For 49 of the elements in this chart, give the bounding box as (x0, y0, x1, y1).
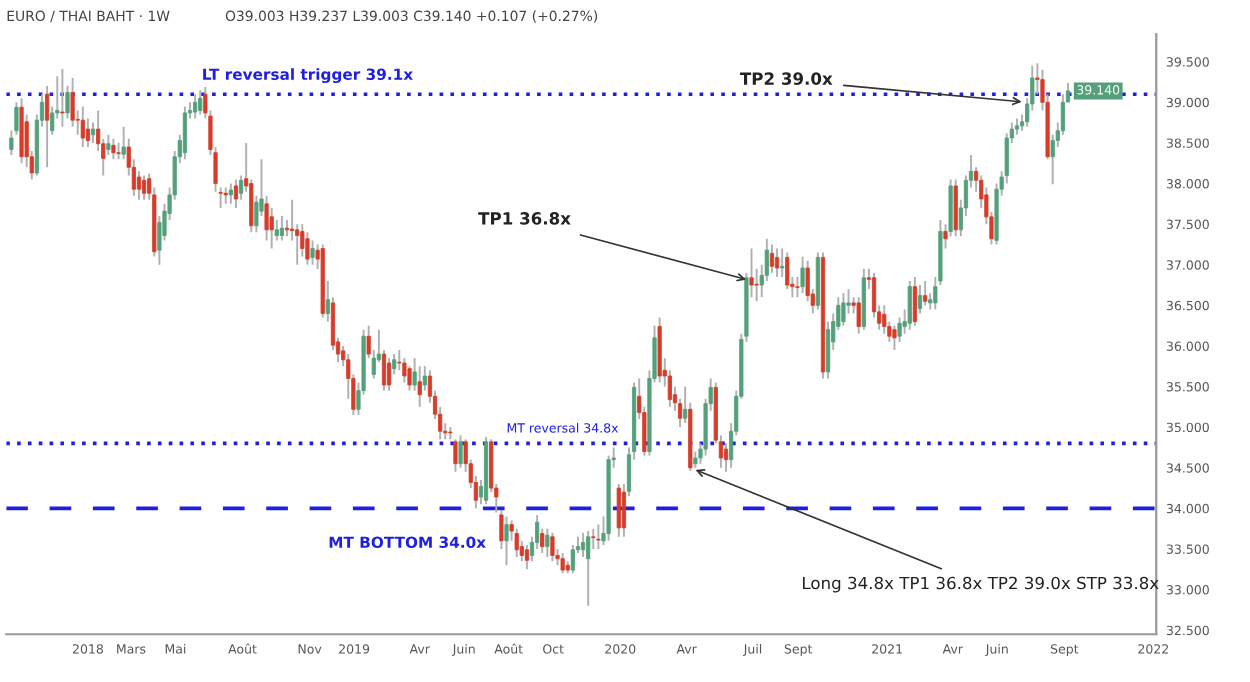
candlestick (407, 365, 412, 392)
candlestick (892, 324, 897, 351)
candlestick (596, 523, 601, 550)
candlestick (193, 93, 198, 120)
candlestick (300, 223, 305, 258)
candlestick (846, 288, 851, 315)
candlestick (769, 243, 775, 274)
annotation: TP1 36.8x (478, 212, 571, 225)
candlestick (897, 316, 902, 343)
candlestick (228, 182, 233, 205)
annotation: TP2 39.0x (739, 72, 833, 85)
candlestick (953, 178, 958, 238)
candlestick (907, 280, 912, 331)
candlestick (111, 137, 116, 161)
candlestick (586, 530, 591, 607)
candlestick (305, 231, 310, 266)
candlestick (545, 527, 550, 559)
candlestick (550, 531, 555, 563)
candlestick (453, 438, 458, 473)
candlestick (417, 365, 422, 408)
candlestick (233, 178, 239, 209)
candlestick (912, 275, 917, 327)
candlestick (560, 552, 565, 575)
candlestick (616, 483, 621, 538)
candlestick (570, 543, 575, 575)
candlestick (882, 304, 887, 335)
candlestick (60, 68, 65, 128)
candlestick (841, 292, 846, 327)
candlestick (198, 89, 203, 116)
candlestick (774, 247, 780, 278)
candlestick (458, 434, 463, 469)
candlestick (524, 543, 530, 571)
annotation: Long 34.8x TP1 36.8x TP2 39.0x STP 33.8x (803, 576, 1159, 593)
candlestick (402, 357, 407, 384)
candlestick (44, 85, 50, 169)
candlestick (754, 267, 759, 303)
candlestick (922, 280, 928, 307)
candlestick (141, 174, 147, 201)
candlestick (70, 76, 75, 128)
candlestick (310, 239, 315, 266)
candlestick (504, 515, 509, 567)
candlestick (749, 247, 754, 299)
candlestick (387, 357, 392, 392)
candlestick (182, 105, 188, 161)
candlestick (800, 255, 805, 295)
candlestick (785, 251, 790, 291)
candlestick (279, 215, 284, 242)
candlestick (80, 105, 85, 148)
candlestick (514, 527, 519, 559)
